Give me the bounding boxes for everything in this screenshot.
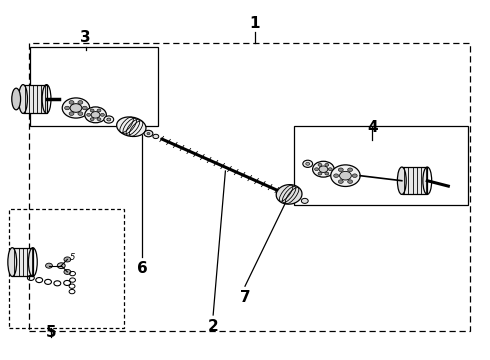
Text: 5: 5 <box>46 325 57 340</box>
Circle shape <box>338 168 343 172</box>
Circle shape <box>97 109 101 112</box>
Bar <box>12 248 33 276</box>
Circle shape <box>334 174 339 177</box>
Bar <box>294 126 468 205</box>
Circle shape <box>347 168 352 172</box>
Circle shape <box>306 162 310 165</box>
Circle shape <box>338 180 343 183</box>
Circle shape <box>328 168 332 171</box>
Circle shape <box>85 107 106 123</box>
Circle shape <box>87 113 91 116</box>
Circle shape <box>104 116 114 123</box>
Circle shape <box>78 112 83 116</box>
Circle shape <box>153 134 159 139</box>
Circle shape <box>90 118 94 121</box>
Ellipse shape <box>19 85 27 113</box>
Circle shape <box>318 163 322 166</box>
Circle shape <box>70 104 82 112</box>
Circle shape <box>107 118 111 121</box>
Ellipse shape <box>397 167 406 194</box>
Text: 3: 3 <box>80 30 91 45</box>
Circle shape <box>144 130 153 137</box>
Circle shape <box>69 100 74 104</box>
Circle shape <box>57 263 65 269</box>
Circle shape <box>315 168 318 171</box>
Circle shape <box>69 112 74 116</box>
Text: 7: 7 <box>240 290 250 305</box>
Circle shape <box>301 198 308 203</box>
Circle shape <box>340 171 351 180</box>
Circle shape <box>64 269 71 274</box>
FancyBboxPatch shape <box>23 85 47 113</box>
Circle shape <box>78 100 83 104</box>
Circle shape <box>347 180 352 183</box>
Ellipse shape <box>8 248 17 276</box>
Text: 4: 4 <box>367 120 378 135</box>
Ellipse shape <box>276 185 302 204</box>
Bar <box>9 209 124 328</box>
Bar <box>30 47 158 126</box>
Circle shape <box>82 106 87 110</box>
Circle shape <box>97 118 101 121</box>
Circle shape <box>313 161 334 177</box>
Circle shape <box>352 174 357 177</box>
Circle shape <box>325 172 329 175</box>
Circle shape <box>90 109 94 112</box>
Circle shape <box>62 98 90 118</box>
Circle shape <box>147 132 150 135</box>
Circle shape <box>64 257 71 262</box>
Circle shape <box>331 165 360 186</box>
Text: 5: 5 <box>70 253 75 262</box>
Text: 2: 2 <box>208 319 219 334</box>
Circle shape <box>319 166 328 172</box>
Ellipse shape <box>117 117 146 136</box>
Circle shape <box>65 106 70 110</box>
Circle shape <box>318 172 322 175</box>
Ellipse shape <box>12 88 21 110</box>
Circle shape <box>303 160 313 167</box>
Circle shape <box>91 112 100 118</box>
Text: 1: 1 <box>249 16 260 31</box>
Circle shape <box>100 113 104 116</box>
Circle shape <box>46 263 52 268</box>
Bar <box>402 167 427 194</box>
Circle shape <box>325 163 329 166</box>
Text: 6: 6 <box>137 261 147 276</box>
Bar <box>29 43 470 331</box>
